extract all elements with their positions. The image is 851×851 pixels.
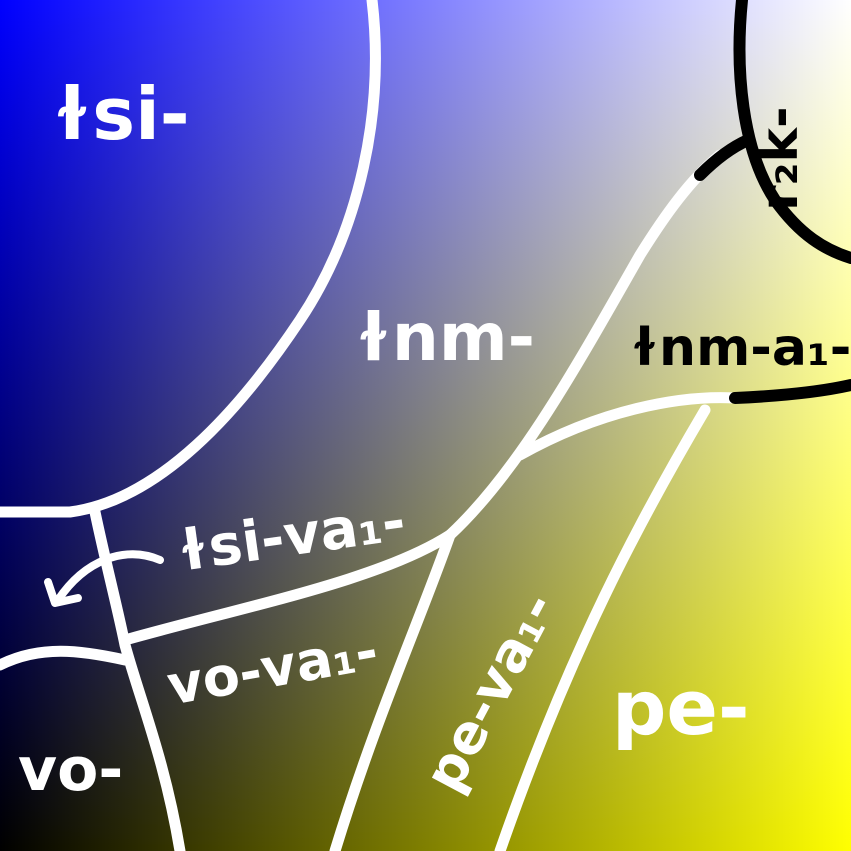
- label-rk2: r₂k-: [750, 106, 810, 211]
- label-vo: vo-: [18, 735, 124, 805]
- label-pe: pe-: [612, 663, 750, 752]
- boundary-rk2: [733, 0, 851, 264]
- label-tsi: ɫsi-: [52, 72, 190, 156]
- boundary-pe-va1-left: [329, 529, 456, 851]
- label-tnm-a1: ɫnm-a₁-: [630, 318, 851, 378]
- boundary-tsi-va1: [119, 529, 456, 646]
- boundary-corner-link: [694, 134, 754, 181]
- boundary-tsi: [0, 0, 381, 518]
- boundary-tnm: [444, 149, 726, 541]
- boundary-vo: [0, 645, 131, 671]
- boundary-tnm-a1: [514, 392, 741, 461]
- label-tnm: ɫnm-: [355, 299, 536, 376]
- boundary-pe-va1-right: [494, 404, 711, 851]
- curved-arrow-icon: [44, 550, 164, 607]
- boundary-tnm-a1-right: [729, 379, 851, 404]
